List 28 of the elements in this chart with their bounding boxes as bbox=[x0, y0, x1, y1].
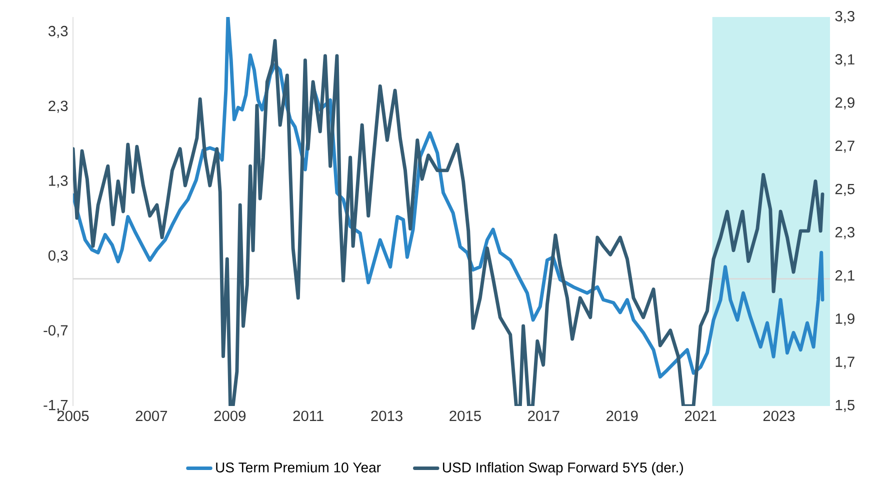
y-tick-label: -1,7 bbox=[44, 400, 68, 412]
x-tick-label: 2021 bbox=[684, 410, 716, 422]
y2-tick-label: 3,1 bbox=[835, 54, 854, 66]
y-tick-label: 3,3 bbox=[48, 26, 68, 38]
y-tick-label: 0,3 bbox=[48, 250, 68, 262]
legend-label: USD Inflation Swap Forward 5Y5 (der.) bbox=[443, 462, 683, 476]
legend-label: US Term Premium 10 Year bbox=[216, 462, 381, 472]
x-tick-label: 2019 bbox=[606, 410, 638, 422]
y2-tick-label: 1,7 bbox=[836, 356, 854, 369]
x-tick-label: 2013 bbox=[371, 410, 402, 422]
y2-tick-label: 2,1 bbox=[835, 270, 854, 282]
y2-tick-label: 1,5 bbox=[836, 400, 854, 412]
x-tick-label: 2009 bbox=[214, 410, 246, 422]
y2-tick-label: 2,7 bbox=[835, 140, 854, 153]
x-tick-label: 2011 bbox=[293, 410, 324, 422]
y2-tick-label: 2,5 bbox=[835, 184, 854, 196]
y2-tick-label: 2,9 bbox=[835, 97, 854, 110]
x-tick-label: 2005 bbox=[57, 410, 89, 422]
y2-tick-label: 1,9 bbox=[836, 314, 854, 326]
y-tick-label: 2,3 bbox=[48, 100, 68, 113]
x-tick-label: 2017 bbox=[528, 410, 560, 422]
y-tick-label: 1,3 bbox=[49, 176, 68, 188]
y2-tick-label: 2,3 bbox=[835, 227, 854, 240]
y-tick-label: -0,7 bbox=[44, 325, 68, 338]
y2-tick-label: 3,3 bbox=[835, 10, 854, 24]
x-tick-label: 2007 bbox=[136, 410, 168, 422]
x-tick-label: 2015 bbox=[450, 410, 481, 422]
x-tick-label: 2023 bbox=[763, 410, 795, 422]
